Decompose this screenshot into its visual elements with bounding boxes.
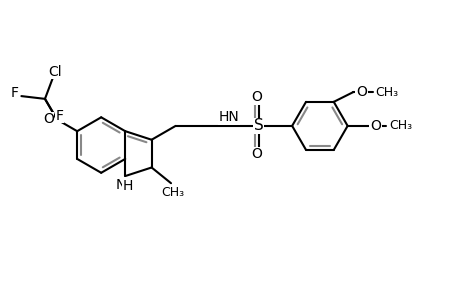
Text: CH₃: CH₃ (161, 186, 184, 199)
Text: H: H (123, 179, 133, 193)
Text: O: O (43, 112, 54, 126)
Text: Cl: Cl (48, 65, 62, 79)
Text: O: O (251, 90, 262, 104)
Text: F: F (11, 86, 18, 100)
Text: O: O (369, 119, 380, 133)
Text: S: S (253, 118, 263, 134)
Text: N: N (115, 178, 126, 192)
Text: CH₃: CH₃ (375, 85, 398, 99)
Text: HN: HN (218, 110, 239, 124)
Text: O: O (355, 85, 366, 99)
Text: O: O (251, 147, 262, 161)
Text: CH₃: CH₃ (389, 119, 412, 132)
Text: F: F (55, 109, 63, 123)
